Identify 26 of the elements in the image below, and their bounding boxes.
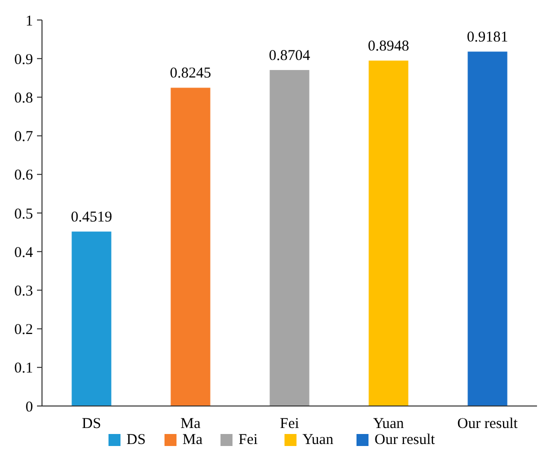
data-label: 0.8704: [268, 48, 311, 64]
data-label: 0.8245: [170, 66, 212, 82]
x-tick-label: Fei: [280, 416, 300, 432]
data-label: 0.4519: [70, 210, 112, 226]
y-tick-label: 0.3: [14, 283, 33, 300]
legend-label: Fei: [238, 432, 258, 448]
legend-label: Yuan: [302, 432, 334, 448]
y-tick-label: 0.4: [14, 244, 34, 261]
x-tick-label: Our result: [457, 416, 519, 432]
y-tick-label: 0.2: [14, 322, 33, 338]
y-tick-label: 0.8: [14, 90, 33, 106]
y-tick-label: 0.9: [14, 52, 33, 68]
legend-label: Our result: [374, 432, 436, 448]
x-tick-label: Yuan: [373, 416, 404, 432]
y-tick-label: 1: [26, 13, 33, 30]
data-label: 0.8948: [368, 38, 410, 55]
y-tick-label: 0.1: [14, 360, 33, 377]
y-tick-label: 0.7: [14, 129, 34, 146]
y-tick-label: 0.6: [14, 168, 34, 184]
x-tick-label: Ma: [180, 416, 201, 432]
y-tick-label: 0.5: [14, 206, 33, 222]
legend-label: Ma: [182, 432, 203, 448]
y-tick-label: 0: [26, 399, 33, 416]
legend-label: DS: [126, 432, 146, 448]
data-label: 0.9181: [466, 30, 508, 46]
x-tick-label: DS: [82, 416, 102, 432]
